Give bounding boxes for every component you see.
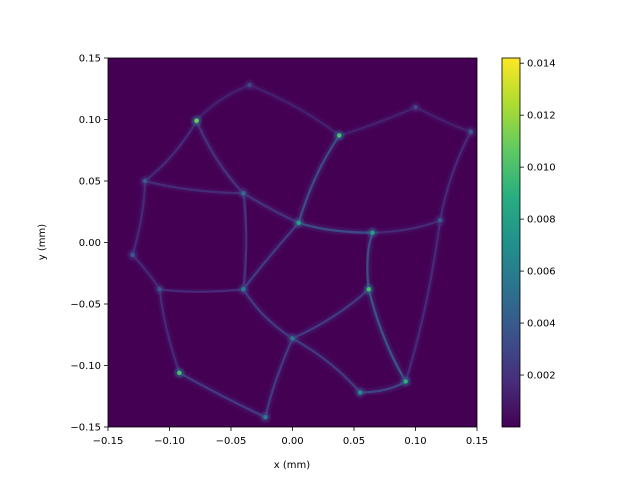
y-tick-label: 0.00 xyxy=(79,238,101,249)
hotspot-n13 xyxy=(403,379,408,384)
colorbar-frame xyxy=(501,57,521,428)
boundary-n9-n13 xyxy=(367,288,407,383)
boundary-n5-n6 xyxy=(298,221,373,234)
boundary-n6-n16 xyxy=(372,219,441,234)
x-tick-label: 0.15 xyxy=(466,436,488,447)
x-tick-label: −0.15 xyxy=(93,436,124,447)
hotspot-n10 xyxy=(157,287,162,292)
hotspot-n5 xyxy=(296,220,301,226)
boundary-n10-n12 xyxy=(158,289,181,374)
y-tick-label: 0.05 xyxy=(79,177,101,188)
colorbar-tick-label: 0.010 xyxy=(527,163,556,174)
hotspot-n12 xyxy=(177,370,182,376)
colorbar-tick-label: 0.014 xyxy=(527,59,556,70)
hotspot-n7 xyxy=(130,252,135,257)
y-tick-label: −0.15 xyxy=(70,423,101,434)
hotspot-n3 xyxy=(142,178,148,184)
x-tick-label: −0.05 xyxy=(216,436,247,447)
x-axis-label: x (mm) xyxy=(274,460,310,471)
hotspot-n14 xyxy=(263,414,268,420)
hotspot-n6 xyxy=(370,230,375,235)
colorbar-tick-label: 0.004 xyxy=(527,319,556,330)
hotspot-n11 xyxy=(290,336,295,341)
colorbar-tick-label: 0.008 xyxy=(527,215,556,226)
x-tick-label: 0.10 xyxy=(404,436,426,447)
hotspot-n18 xyxy=(247,82,252,88)
heatmap-background xyxy=(108,58,477,427)
colorbar-tick-label: 0.002 xyxy=(527,371,556,382)
boundary-n10-n8 xyxy=(159,288,244,293)
boundary-n3-n7 xyxy=(131,180,146,256)
boundary-n1-n18 xyxy=(195,84,250,122)
boundary-n8-n11 xyxy=(242,288,294,340)
y-tick-label: 0.10 xyxy=(79,115,101,126)
x-tick-label: 0.05 xyxy=(343,436,365,447)
hotspot-n1 xyxy=(194,118,199,123)
y-axis-label: y (mm) xyxy=(37,224,48,260)
boundary-n16-n17 xyxy=(439,131,472,221)
hotspot-n17 xyxy=(468,129,474,134)
x-tick-label: −0.10 xyxy=(154,436,185,447)
y-tick-label: −0.10 xyxy=(70,361,101,372)
boundary-n13-n16 xyxy=(404,220,442,382)
hotspot-n15 xyxy=(357,390,363,395)
y-tick-label: −0.05 xyxy=(70,300,101,311)
hotspot-n4 xyxy=(241,191,246,196)
colorbar-gradient xyxy=(502,58,520,427)
hotspot-n19 xyxy=(413,105,418,110)
x-tick-label: 0.00 xyxy=(281,436,303,447)
boundary-n5-n8 xyxy=(242,222,300,290)
y-tick-label: 0.15 xyxy=(79,54,101,65)
colorbar-tick-label: 0.006 xyxy=(527,267,556,278)
hotspot-n9 xyxy=(366,287,371,292)
boundary-n1-n4 xyxy=(195,120,245,195)
y-axis: −0.15 −0.10 −0.05 0.00 0.05 0.10 0.15 xyxy=(70,54,108,434)
boundary-n18-n2 xyxy=(249,84,340,137)
hotspot-n2 xyxy=(337,133,342,138)
boundary-n12-n14 xyxy=(178,371,266,419)
boundary-n1-n3 xyxy=(144,120,198,182)
boundary-n2-n5 xyxy=(297,134,341,224)
hotspot-n8 xyxy=(241,287,246,292)
boundary-n11-n14 xyxy=(264,337,294,418)
colorbar-tick-label: 0.012 xyxy=(527,111,556,122)
colorbar: 0.002 0.004 0.006 0.008 0.010 0.012 0.014 xyxy=(501,57,556,428)
x-axis: −0.15 −0.10 −0.05 0.00 0.05 0.10 0.15 xyxy=(93,427,488,447)
boundary-n8-n4 xyxy=(242,193,248,290)
boundary-n11-n15 xyxy=(291,337,361,394)
colorbar-ticks: 0.002 0.004 0.006 0.008 0.010 0.012 0.014 xyxy=(520,59,556,382)
hotspot-n16 xyxy=(437,218,443,223)
intensity-network xyxy=(127,80,476,423)
boundary-n3-n4 xyxy=(144,179,244,195)
boundary-n2-n19 xyxy=(338,106,416,137)
plot-area xyxy=(107,57,478,428)
boundary-n11-n9 xyxy=(292,288,370,340)
